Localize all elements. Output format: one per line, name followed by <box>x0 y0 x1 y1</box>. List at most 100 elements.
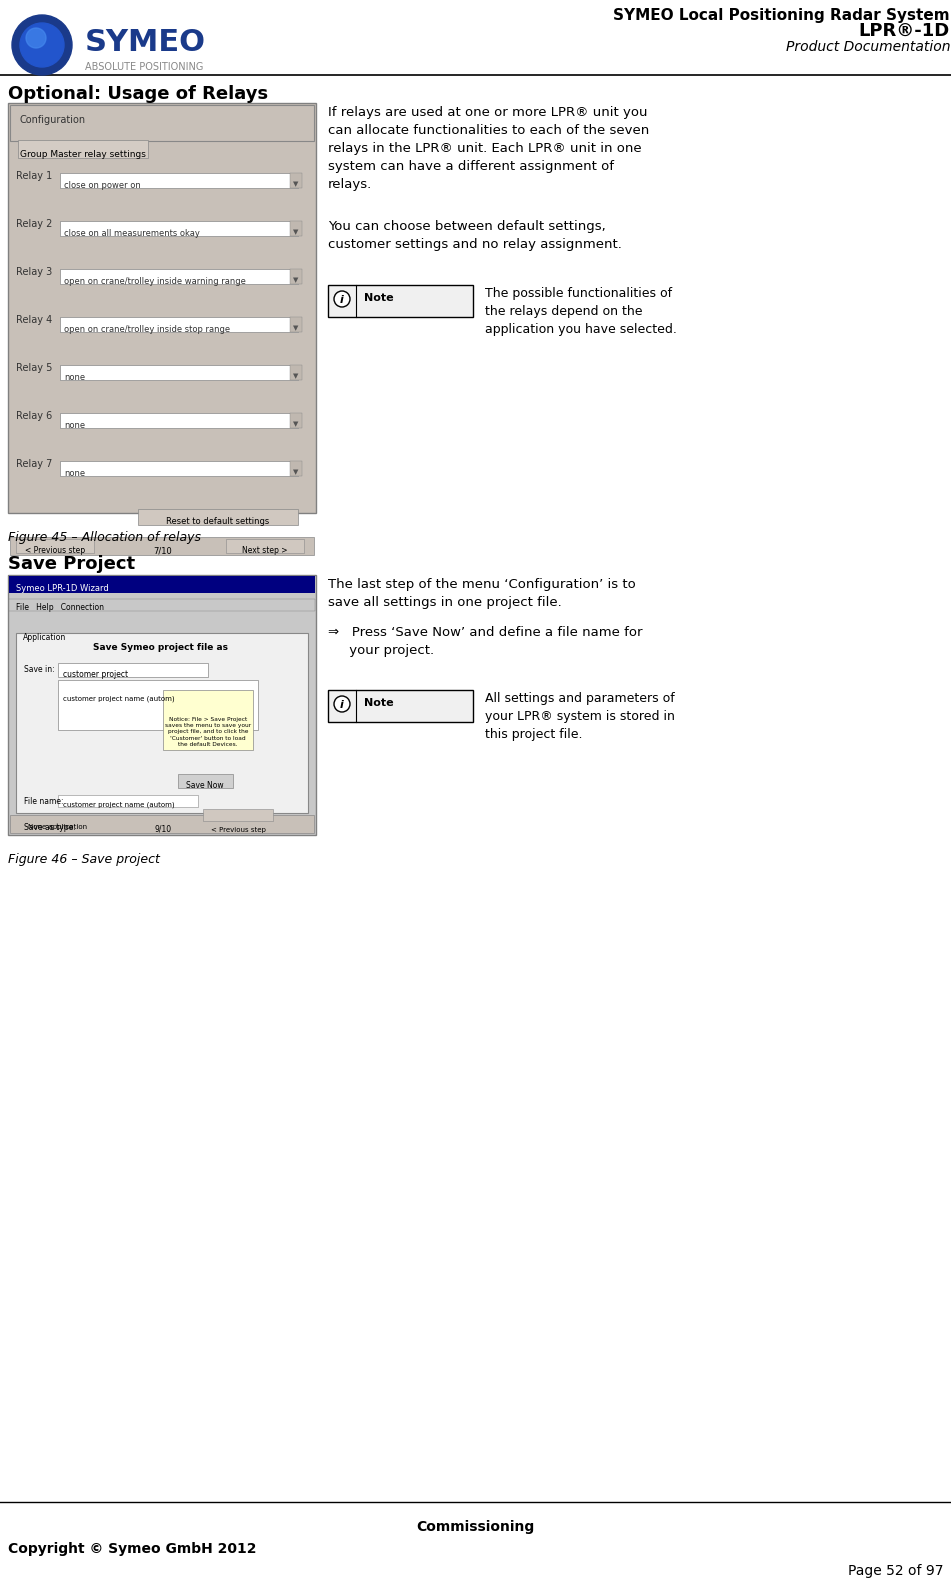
Bar <box>58 795 198 808</box>
Bar <box>16 632 308 812</box>
Text: < Previous step: < Previous step <box>210 827 265 833</box>
Text: Reset to default settings: Reset to default settings <box>166 518 270 526</box>
Bar <box>290 413 302 429</box>
Text: Commissioning: Commissioning <box>416 1520 534 1534</box>
Text: customer project name (autom): customer project name (autom) <box>63 801 175 808</box>
Text: none: none <box>64 373 86 382</box>
Text: LPR®-1D: LPR®-1D <box>859 22 950 40</box>
Bar <box>163 690 253 750</box>
Text: You can choose between default settings,
customer settings and no relay assignme: You can choose between default settings,… <box>328 220 622 252</box>
Text: Next step >: Next step > <box>243 546 288 554</box>
Text: Configuration: Configuration <box>20 115 87 124</box>
Text: If relays are used at one or more LPR® unit you
can allocate functionalities to : If relays are used at one or more LPR® u… <box>328 107 650 191</box>
Text: Page 52 of 97: Page 52 of 97 <box>847 1564 943 1579</box>
Text: ABSOLUTE POSITIONING: ABSOLUTE POSITIONING <box>85 62 204 72</box>
Text: File name:: File name: <box>24 796 64 806</box>
Text: Group Master relay settings: Group Master relay settings <box>20 150 146 159</box>
Text: Symeo LPR-1D Wizard: Symeo LPR-1D Wizard <box>16 585 108 593</box>
Text: Note: Note <box>364 293 394 303</box>
Text: None application: None application <box>29 824 87 830</box>
Text: The possible functionalities of
the relays depend on the
application you have se: The possible functionalities of the rela… <box>485 287 677 336</box>
Bar <box>178 774 233 789</box>
Text: i: i <box>340 699 344 710</box>
Text: open on crane/trolley inside warning range: open on crane/trolley inside warning ran… <box>64 277 246 287</box>
Bar <box>290 174 302 188</box>
Text: Figure 45 – Allocation of relays: Figure 45 – Allocation of relays <box>8 530 201 543</box>
Text: Relay 3: Relay 3 <box>16 268 52 277</box>
Text: Relay 1: Relay 1 <box>16 170 52 182</box>
Bar <box>226 538 304 553</box>
Bar <box>60 269 298 284</box>
Bar <box>290 460 302 476</box>
FancyBboxPatch shape <box>8 104 316 513</box>
Circle shape <box>334 696 350 712</box>
Bar <box>290 269 302 284</box>
Text: 9/10: 9/10 <box>154 824 171 833</box>
Text: close on power on: close on power on <box>64 182 141 190</box>
Text: ▼: ▼ <box>293 229 299 236</box>
Bar <box>290 317 302 331</box>
Text: < Previous step: < Previous step <box>25 546 85 554</box>
FancyBboxPatch shape <box>328 285 473 317</box>
FancyBboxPatch shape <box>8 575 316 835</box>
Bar <box>60 317 298 331</box>
Circle shape <box>12 14 72 75</box>
Text: 7/10: 7/10 <box>154 546 172 554</box>
Circle shape <box>20 22 64 67</box>
Text: ▼: ▼ <box>293 182 299 186</box>
Text: SYMEO Local Positioning Radar System: SYMEO Local Positioning Radar System <box>613 8 950 22</box>
Bar <box>10 537 314 554</box>
Text: ▼: ▼ <box>293 277 299 284</box>
Text: Save Now: Save Now <box>186 781 223 790</box>
Text: Product Documentation: Product Documentation <box>786 40 950 54</box>
Bar <box>203 809 273 820</box>
Text: Notice: File > Save Project
saves the menu to save your
project file, and to cli: Notice: File > Save Project saves the me… <box>165 717 251 747</box>
Text: Relay 5: Relay 5 <box>16 363 52 373</box>
Text: Application: Application <box>23 632 67 642</box>
Text: Figure 46 – Save project: Figure 46 – Save project <box>8 852 160 867</box>
Text: Relay 4: Relay 4 <box>16 315 52 325</box>
Bar <box>60 365 298 381</box>
Bar <box>138 510 298 526</box>
Text: Save as type:: Save as type: <box>24 824 76 832</box>
Bar <box>290 221 302 236</box>
Bar <box>9 599 315 612</box>
Text: ▼: ▼ <box>293 373 299 379</box>
Bar <box>60 221 298 236</box>
Text: Save Symeo project file as: Save Symeo project file as <box>93 644 228 652</box>
Bar <box>9 577 315 593</box>
Text: Relay 2: Relay 2 <box>16 218 52 229</box>
Text: File   Help   Connection: File Help Connection <box>16 604 104 612</box>
Bar <box>290 365 302 381</box>
Text: open on crane/trolley inside stop range: open on crane/trolley inside stop range <box>64 325 230 335</box>
Text: i: i <box>340 295 344 304</box>
Bar <box>58 680 258 730</box>
Text: none: none <box>64 421 86 430</box>
Text: customer project: customer project <box>63 671 128 679</box>
Bar <box>58 663 208 677</box>
Text: customer project name (autom): customer project name (autom) <box>63 695 175 701</box>
Bar <box>58 820 198 833</box>
Text: SYMEO: SYMEO <box>85 29 206 57</box>
Bar <box>16 538 94 553</box>
Text: All settings and parameters of
your LPR® system is stored in
this project file.: All settings and parameters of your LPR®… <box>485 691 675 741</box>
Text: Save in:: Save in: <box>24 664 54 674</box>
Text: ▼: ▼ <box>293 421 299 427</box>
Text: ▼: ▼ <box>293 325 299 331</box>
Text: The last step of the menu ‘Configuration’ is to
save all settings in one project: The last step of the menu ‘Configuration… <box>328 578 636 609</box>
Circle shape <box>26 29 46 48</box>
Text: Save Project: Save Project <box>8 554 135 573</box>
Text: Relay 7: Relay 7 <box>16 459 52 468</box>
Text: Relay 6: Relay 6 <box>16 411 52 421</box>
Bar <box>10 105 314 142</box>
FancyBboxPatch shape <box>328 690 473 722</box>
Bar <box>10 816 314 833</box>
Text: ▼: ▼ <box>293 468 299 475</box>
Text: close on all measurements okay: close on all measurements okay <box>64 229 200 237</box>
Bar <box>60 460 298 476</box>
Text: ⇒   Press ‘Save Now’ and define a file name for
     your project.: ⇒ Press ‘Save Now’ and define a file nam… <box>328 626 643 656</box>
Text: Copyright © Symeo GmbH 2012: Copyright © Symeo GmbH 2012 <box>8 1542 257 1556</box>
Bar <box>60 174 298 188</box>
Bar <box>60 413 298 429</box>
Text: Note: Note <box>364 698 394 707</box>
